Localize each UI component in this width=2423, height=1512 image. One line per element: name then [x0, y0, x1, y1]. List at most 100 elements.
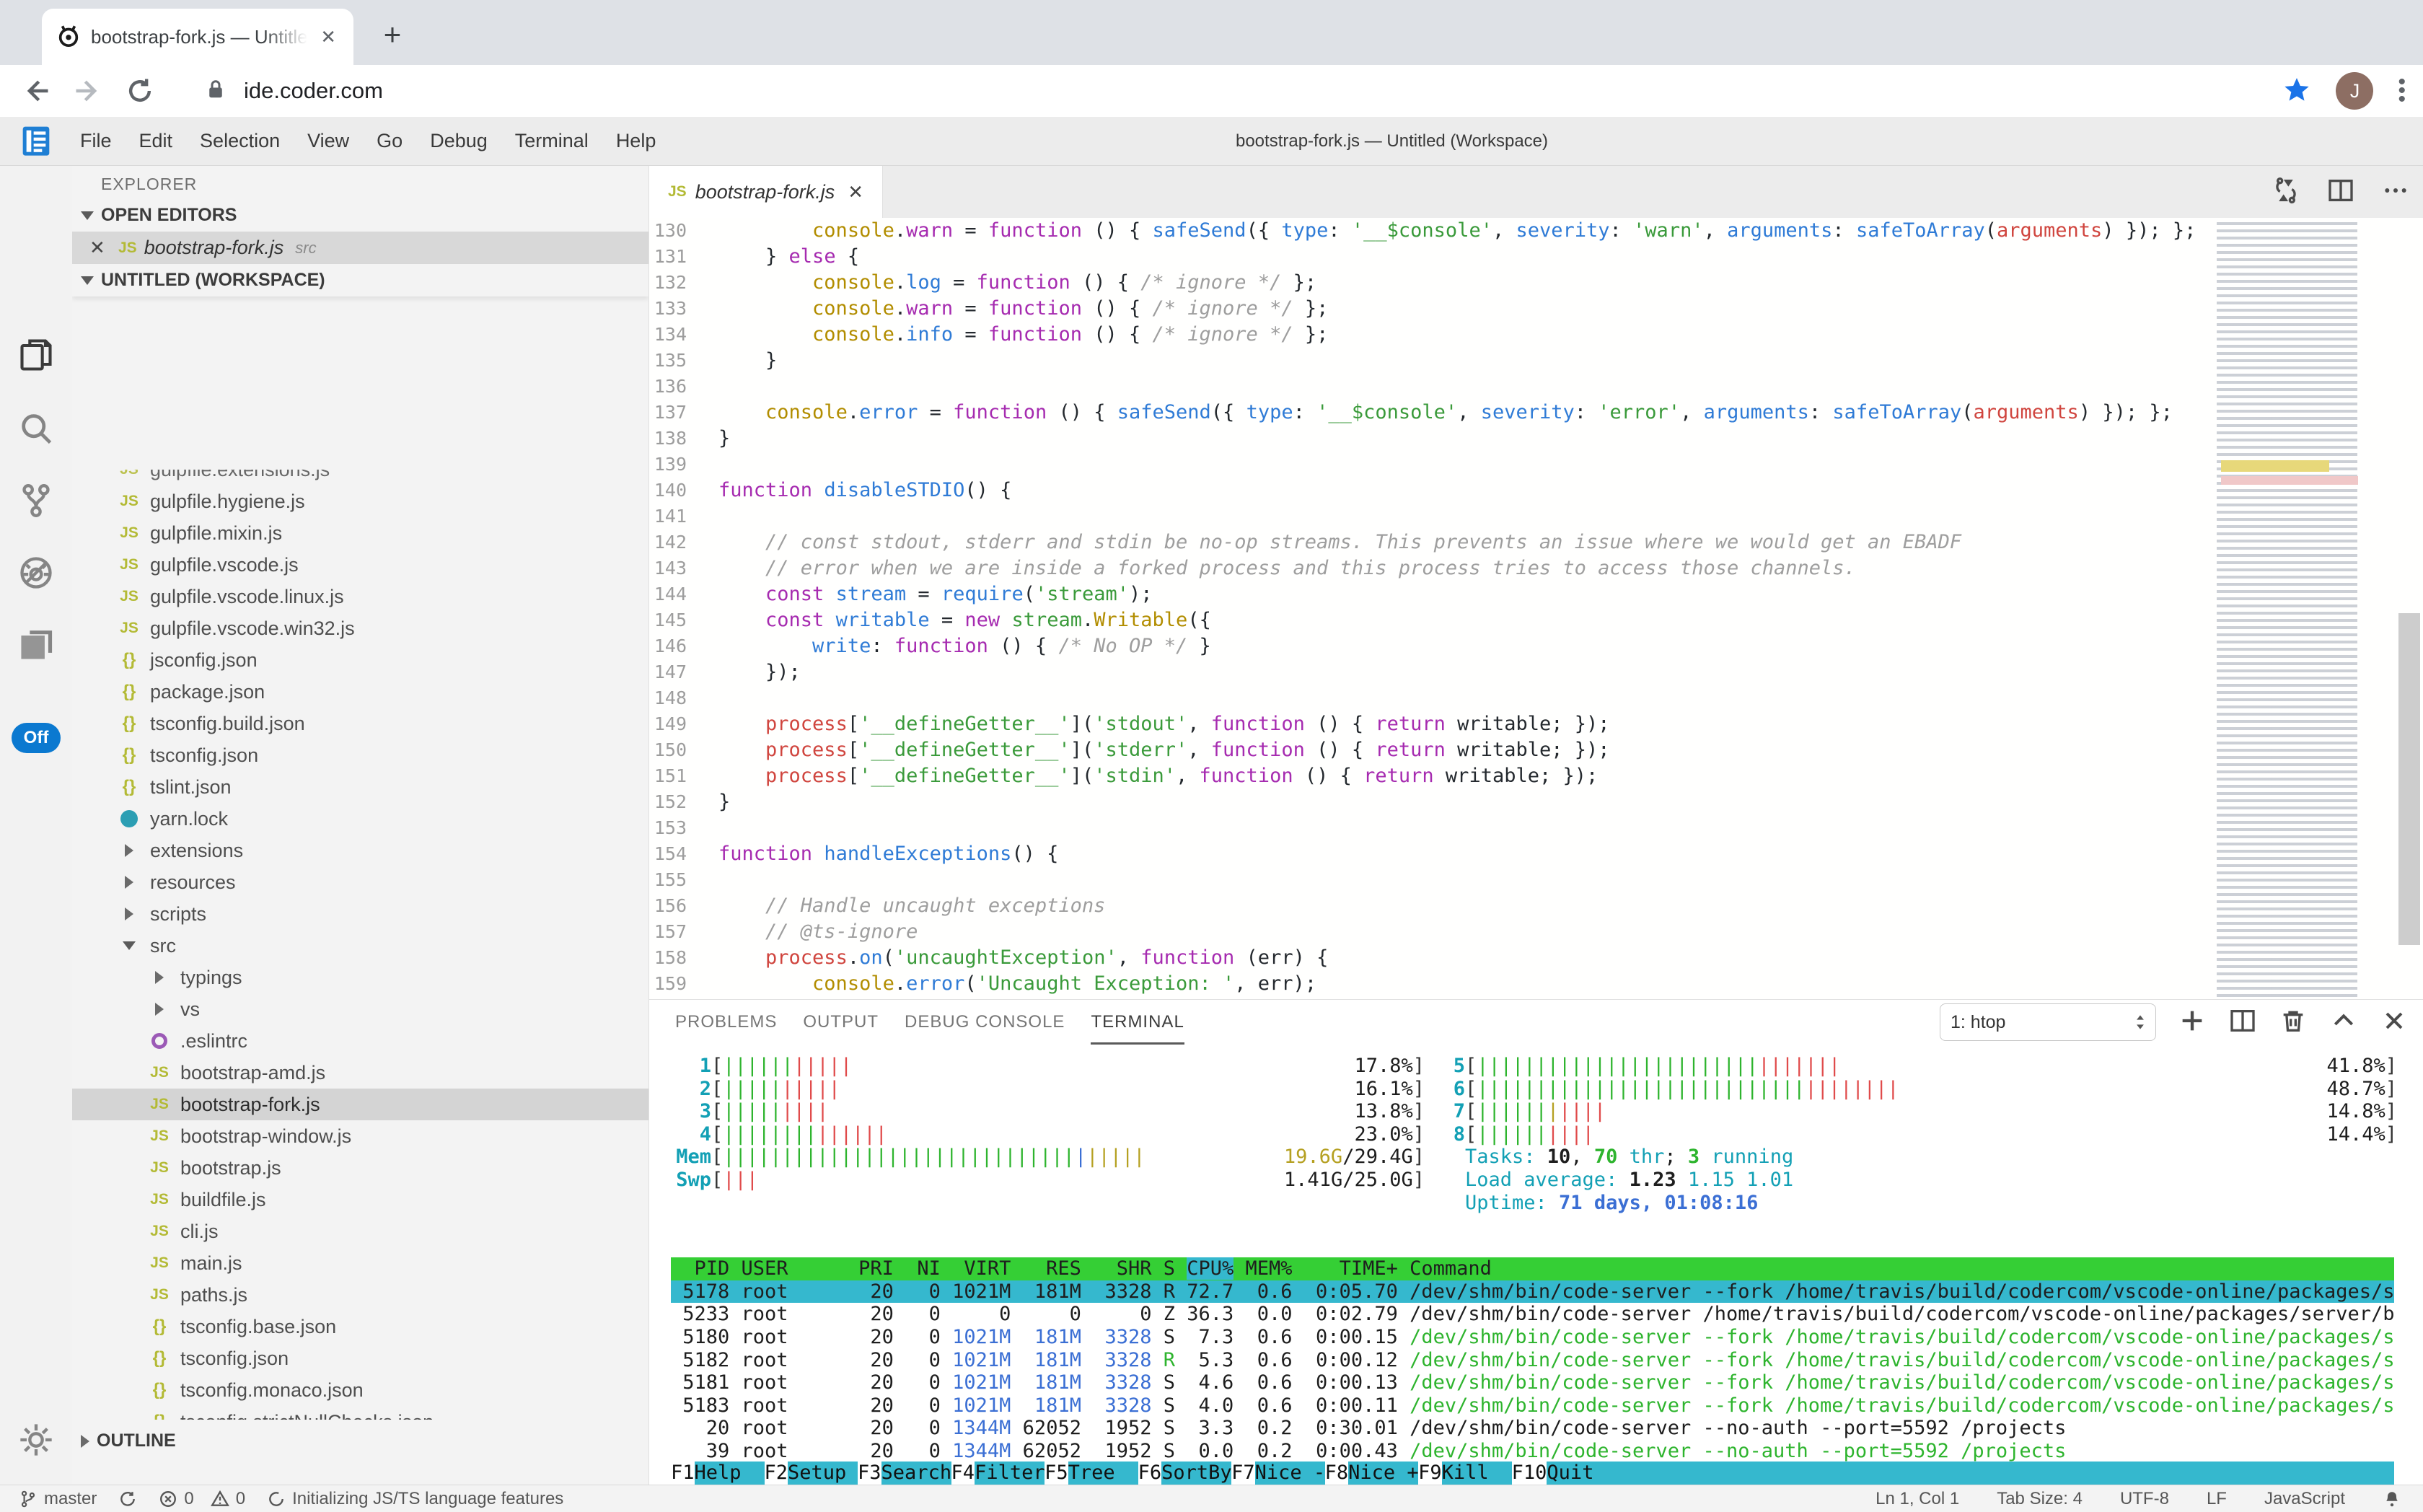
tree-item-tsconfig.json[interactable]: {} tsconfig.json [152, 1347, 289, 1369]
split-editor-icon[interactable] [2326, 176, 2355, 208]
code-line: 156 // Handle uncaught exceptions [654, 895, 1106, 917]
code-line: 155 [654, 869, 687, 890]
more-actions-icon[interactable] [2381, 176, 2410, 208]
close-icon[interactable]: ✕ [89, 237, 105, 258]
reload-icon[interactable] [124, 75, 156, 107]
bookmark-star-icon[interactable] [2282, 75, 2311, 107]
menu-view[interactable]: View [307, 130, 350, 151]
bell-icon[interactable] [2383, 1490, 2401, 1508]
chevron-right-icon [155, 971, 164, 984]
terminal-select[interactable]: 1: htop [1940, 1003, 2156, 1041]
panel-tab-debug-console[interactable]: DEBUG CONSOLE [905, 1012, 1065, 1032]
url-text[interactable]: ide.coder.com [244, 78, 383, 103]
tree-item-bootstrap-window.js[interactable]: JS bootstrap-window.js [150, 1125, 352, 1147]
panel-tab-output[interactable]: OUTPUT [803, 1012, 879, 1032]
tree-item-tsconfig.strictNullChecks.json[interactable]: {}tsconfig.strictNullChecks.json [72, 1406, 648, 1420]
menu-edit[interactable]: Edit [138, 130, 173, 151]
split-terminal-icon[interactable] [2228, 1006, 2257, 1039]
chevron-down-icon [123, 941, 136, 950]
tree-item-resources[interactable]: resources [72, 866, 648, 898]
tree-item-bootstrap-fork.js[interactable]: JS bootstrap-fork.js [72, 1089, 648, 1120]
sync-editors-icon[interactable] [2272, 176, 2300, 208]
menu-help[interactable]: Help [615, 130, 656, 151]
git-branch-status[interactable]: master [19, 1489, 97, 1509]
menu-terminal[interactable]: Terminal [514, 130, 589, 151]
tree-item-typings[interactable]: typings [72, 962, 648, 993]
open-editors-header[interactable]: OPEN EDITORS [72, 199, 648, 232]
editor-tab[interactable]: JS bootstrap-fork.js ✕ [649, 166, 884, 218]
tree-item-tsconfig.json[interactable]: {} tsconfig.json [122, 744, 259, 766]
tree-item-gulpfile.vscode.js[interactable]: JS gulpfile.vscode.js [120, 553, 299, 576]
tree-item-gulpfile.mixin.js[interactable]: JS gulpfile.mixin.js [120, 522, 283, 544]
lock-icon[interactable] [206, 79, 225, 104]
panel-tab-problems[interactable]: PROBLEMS [675, 1012, 778, 1032]
htop-meters-right: 5[||||||||||||||||||||||||||||||| 41.8%] 6… [1425, 1055, 2423, 1214]
tree-item-bootstrap-amd.js[interactable]: JS bootstrap-amd.js [150, 1061, 326, 1084]
panel-tab-terminal[interactable]: TERMINAL [1091, 1000, 1184, 1045]
tree-item-tsconfig.base.json[interactable]: {} tsconfig.base.json [152, 1315, 337, 1337]
tree-item-yarn.lock[interactable]: yarn.lock [72, 803, 648, 835]
js-file-icon: JS [150, 1159, 169, 1176]
code-editor[interactable]: 130 console.warn = function () { safeSen… [649, 218, 2423, 999]
tree-item-package.json[interactable]: {} package.json [122, 680, 265, 703]
source-control-icon[interactable] [17, 482, 55, 519]
workspace-header[interactable]: UNTITLED (WORKSPACE) [72, 264, 648, 296]
kill-terminal-icon[interactable] [2279, 1006, 2308, 1039]
tree-item-main.js[interactable]: JS main.js [150, 1252, 242, 1274]
open-editor-item[interactable]: ✕ JS bootstrap-fork.js src [72, 232, 648, 264]
tree-item-gulpfile.hygiene.js[interactable]: JS gulpfile.hygiene.js [120, 490, 305, 512]
tab-close-icon[interactable]: ✕ [320, 25, 336, 48]
avatar[interactable]: J [2336, 72, 2374, 110]
chevron-right-icon [155, 1003, 164, 1016]
menu-debug[interactable]: Debug [430, 130, 488, 151]
off-badge[interactable]: Off [12, 723, 61, 753]
url-bar[interactable]: ide.coder.com [206, 78, 2282, 104]
tree-item-paths.js[interactable]: JS paths.js [150, 1283, 248, 1306]
browser-menu-icon[interactable]: • • • [2398, 70, 2406, 111]
encoding[interactable]: UTF-8 [2119, 1488, 2169, 1508]
sync-status[interactable] [118, 1490, 137, 1508]
editor-scrollbar[interactable] [2398, 613, 2420, 945]
tab-size[interactable]: Tab Size: 4 [1997, 1488, 2083, 1508]
back-icon[interactable] [20, 75, 52, 107]
tree-item-tsconfig.build.json[interactable]: {} tsconfig.build.json [122, 712, 305, 734]
tree-item-tsconfig.monaco.json[interactable]: {} tsconfig.monaco.json [152, 1379, 364, 1401]
tree-item-buildfile.js[interactable]: JS buildfile.js [150, 1188, 266, 1210]
minimap[interactable] [2217, 222, 2388, 999]
new-terminal-icon[interactable] [2178, 1006, 2207, 1039]
tree-item-bootstrap.js[interactable]: JS bootstrap.js [150, 1156, 281, 1179]
explorer-icon[interactable] [17, 336, 55, 374]
maximize-panel-icon[interactable] [2329, 1006, 2358, 1039]
editor-tab-close-icon[interactable]: ✕ [848, 180, 864, 203]
menu-selection[interactable]: Selection [200, 130, 281, 151]
language-mode[interactable]: JavaScript [2264, 1488, 2345, 1508]
menu-go[interactable]: Go [377, 130, 403, 151]
outline-header[interactable]: OUTLINE [72, 1425, 648, 1457]
tree-item-vs[interactable]: vs [72, 993, 648, 1025]
settings-gear-icon[interactable] [17, 1421, 55, 1459]
forward-icon[interactable] [72, 75, 104, 107]
language-status-message[interactable]: Initializing JS/TS language features [267, 1489, 563, 1509]
tree-item-src[interactable]: src [72, 930, 648, 962]
close-panel-icon[interactable] [2380, 1006, 2409, 1039]
tree-item-gulpfile.vscode.win32.js[interactable]: JS gulpfile.vscode.win32.js [120, 617, 355, 639]
browser-tab[interactable]: bootstrap-fork.js — Untitled (W ✕ [42, 9, 353, 65]
cursor-position[interactable]: Ln 1, Col 1 [1875, 1488, 1960, 1508]
extensions-icon[interactable] [17, 626, 55, 664]
debug-off-icon[interactable] [17, 554, 55, 592]
tree-item-cli.js[interactable]: JS cli.js [150, 1220, 219, 1242]
tree-item-gulpfile.vscode.linux.js[interactable]: JS gulpfile.vscode.linux.js [120, 585, 344, 607]
tree-item-.eslintrc[interactable]: .eslintrc [72, 1025, 648, 1057]
tree-item-scripts[interactable]: scripts [72, 898, 648, 930]
menu-file[interactable]: File [80, 130, 112, 151]
new-tab-button[interactable]: + [383, 17, 402, 51]
eol[interactable]: LF [2206, 1488, 2227, 1508]
tree-item-extensions[interactable]: extensions [72, 835, 648, 866]
tree-item-tslint.json[interactable]: {} tslint.json [122, 775, 232, 798]
problems-status[interactable]: 0 0 [159, 1489, 245, 1509]
terminal[interactable]: 1[||||||||||| 17.8%] 2[|||||||||| 16.1%] 3[|… [649, 1045, 2423, 1485]
tree-item-jsconfig.json[interactable]: {} jsconfig.json [122, 649, 258, 671]
search-icon[interactable] [17, 410, 55, 447]
